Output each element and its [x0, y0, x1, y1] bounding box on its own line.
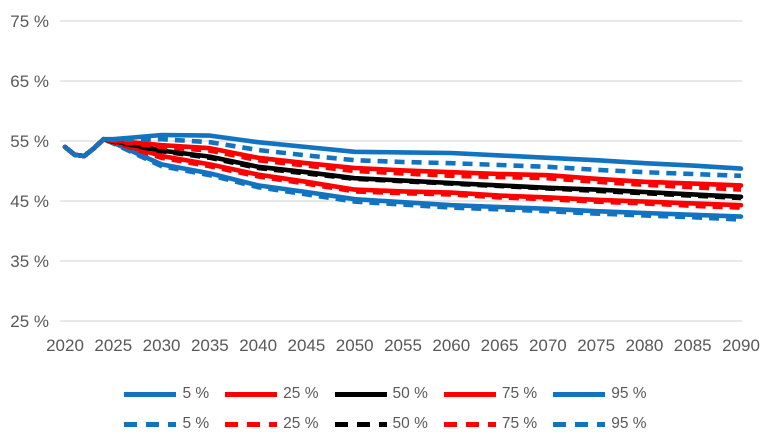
chart-legend: 5 % 25 % 50 % 75 % 95 % 5 % 25 % 50 % 75 % 95 %: [0, 379, 771, 439]
legend-row-solid: 5 % 25 % 50 % 75 % 95 %: [116, 379, 654, 409]
y-tick-label: 25 %: [10, 312, 49, 331]
x-tick-label: 2075: [577, 336, 615, 355]
legend-swatch-solid: [553, 391, 606, 397]
legend-label: 50 %: [392, 415, 428, 432]
legend-label: 95 %: [611, 385, 647, 402]
legend-label: 5 %: [182, 415, 210, 432]
legend-swatch-solid: [124, 391, 177, 397]
legend-label: 25 %: [283, 385, 319, 402]
x-tick-label: 2080: [626, 336, 664, 355]
legend-row-dashed: 5 % 25 % 50 % 75 % 95 %: [116, 409, 654, 439]
legend-item-95pct-dashed: 95 %: [553, 415, 647, 433]
x-tick-label: 2050: [336, 336, 374, 355]
x-tick-label: 2045: [288, 336, 326, 355]
x-tick-label: 2055: [384, 336, 422, 355]
x-tick-label: 2060: [432, 336, 470, 355]
legend-item-50pct-solid: 50 %: [334, 385, 428, 403]
x-tick-label: 2090: [722, 336, 760, 355]
legend-item-5pct-solid: 5 %: [124, 385, 209, 403]
legend-label: 75 %: [501, 385, 538, 402]
legend-item-5pct-dashed: 5 %: [124, 415, 209, 433]
legend-item-25pct-solid: 25 %: [225, 385, 319, 403]
legend-label: 5 %: [182, 385, 210, 402]
legend-label: 75 %: [501, 415, 538, 432]
plot-area: 75 % 65 % 55 % 45 % 35 % 25 % 2020 2025 2030 2035…: [10, 12, 760, 355]
legend-swatch-solid: [225, 391, 278, 397]
legend-item-75pct-dashed: 75 %: [443, 415, 538, 433]
legend-swatch-dashed: [334, 421, 387, 427]
y-tick-label: 55 %: [10, 132, 49, 151]
x-tick-label: 2085: [674, 336, 712, 355]
legend-item-95pct-solid: 95 %: [553, 385, 647, 403]
legend-swatch-dashed: [553, 421, 606, 427]
legend-item-25pct-dashed: 25 %: [225, 415, 319, 433]
series-line-95pct-dashed: [63, 136, 742, 179]
x-tick-label: 2040: [239, 336, 277, 355]
y-tick-label: 45 %: [10, 192, 49, 211]
x-tick-label: 2070: [529, 336, 567, 355]
legend-item-50pct-dashed: 50 %: [334, 415, 428, 433]
y-tick-label: 35 %: [10, 252, 49, 271]
legend-label: 25 %: [283, 415, 319, 432]
x-tick-label: 2035: [191, 336, 229, 355]
legend-label: 95 %: [611, 415, 647, 432]
legend-swatch-dashed: [443, 421, 496, 427]
x-tick-label: 2025: [94, 336, 132, 355]
x-tick-label: 2030: [143, 336, 181, 355]
y-tick-label: 75 %: [10, 12, 49, 31]
y-tick-label: 65 %: [10, 72, 49, 91]
legend-item-75pct-solid: 75 %: [443, 385, 538, 403]
legend-swatch-solid: [334, 391, 387, 397]
legend-label: 50 %: [392, 385, 428, 402]
legend-swatch-solid: [443, 391, 496, 397]
x-tick-label: 2065: [481, 336, 519, 355]
legend-swatch-dashed: [124, 421, 177, 427]
legend-swatch-dashed: [225, 421, 278, 427]
x-tick-label: 2020: [46, 336, 84, 355]
